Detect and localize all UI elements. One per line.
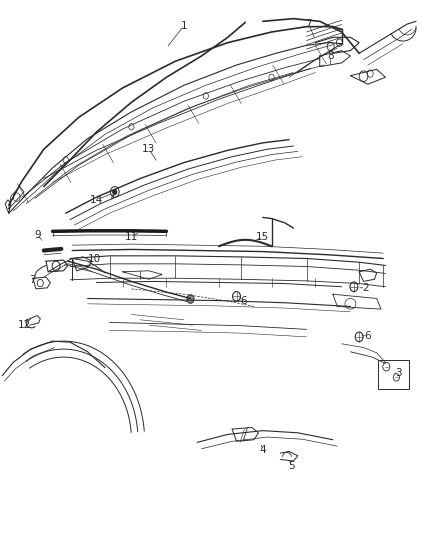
Text: 10: 10 [88,254,101,263]
Text: 9: 9 [34,230,41,239]
Text: 6: 6 [364,331,371,341]
Text: 5: 5 [288,462,295,471]
Text: 11: 11 [125,232,138,242]
Text: 13: 13 [142,144,155,154]
Bar [378,360,409,389]
Circle shape [187,295,194,303]
Text: 12: 12 [18,320,31,330]
Text: 7: 7 [305,19,312,29]
Text: 15: 15 [256,232,269,242]
Text: 14: 14 [90,195,103,205]
Text: 8: 8 [327,51,334,61]
Circle shape [113,189,117,195]
Text: 7: 7 [29,275,36,285]
Text: 1: 1 [180,21,187,30]
Text: 4: 4 [259,446,266,455]
Text: 2: 2 [362,283,369,293]
Text: 3: 3 [395,368,402,378]
Text: 6: 6 [240,296,247,306]
